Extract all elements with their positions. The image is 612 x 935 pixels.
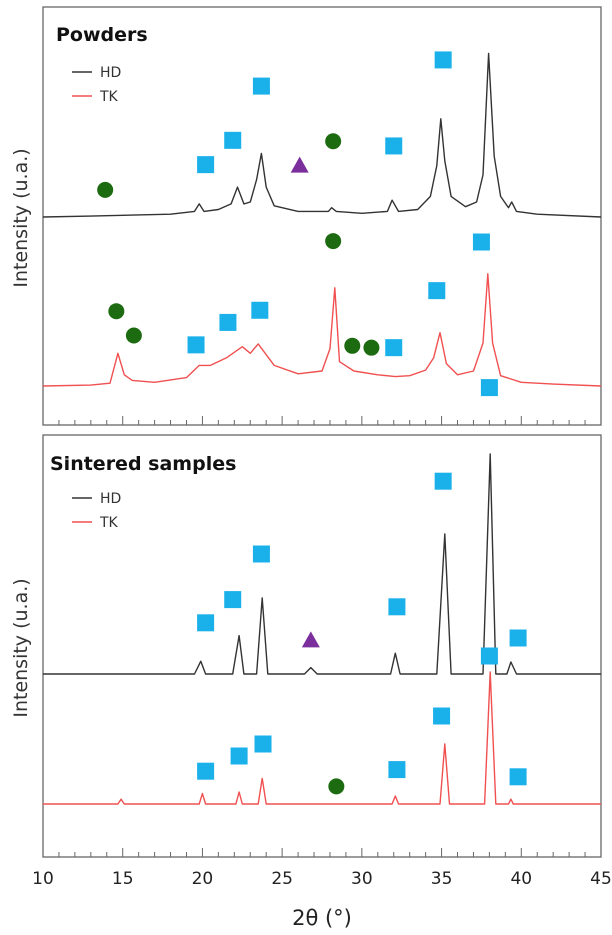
sintered-square-marker	[254, 735, 272, 753]
sintered-trace-hd	[43, 453, 601, 675]
powders-circle-marker	[97, 181, 114, 198]
powders-square-marker	[187, 336, 205, 354]
powders-square-marker	[385, 339, 403, 357]
sintered-traces	[43, 453, 601, 805]
powders-square-marker	[197, 156, 215, 174]
powders-y-axis-label: Intensity (u.a.)	[10, 148, 32, 287]
powders-traces	[42, 52, 602, 387]
x-tick-label: 25	[271, 869, 293, 889]
sintered-square-marker	[388, 761, 406, 779]
sintered-square-marker	[480, 647, 498, 665]
powders-legend-hd-label: HD	[100, 65, 121, 81]
powders-square-marker	[428, 282, 446, 300]
x-tick-label: 30	[351, 869, 373, 889]
x-tick-label: 40	[510, 869, 532, 889]
sintered-trace-tk	[43, 671, 601, 805]
sintered-square-marker	[434, 472, 452, 490]
sintered-square-marker	[509, 629, 527, 647]
powders-legend: HD TK	[72, 65, 121, 105]
powders-trace-tk	[42, 273, 602, 387]
powders-circle-marker	[325, 133, 342, 150]
sintered-x-ticks	[42, 848, 602, 857]
powders-square-marker	[385, 137, 403, 155]
powders-panel-title: Powders	[56, 24, 148, 46]
sintered-square-marker	[252, 545, 270, 563]
powders-square-marker	[251, 301, 269, 319]
sintered-legend-hd-label: HD	[100, 491, 121, 507]
powders-x-ticks	[42, 416, 602, 425]
sintered-square-marker	[197, 614, 215, 632]
x-axis-label: 2θ (°)	[292, 906, 352, 930]
x-tick-label: 20	[192, 869, 214, 889]
sintered-legend: HD TK	[72, 491, 121, 531]
sintered-square-marker	[509, 768, 527, 786]
powders-square-marker	[224, 131, 242, 149]
sintered-plot-frame	[42, 434, 602, 858]
sintered-square-marker	[388, 598, 406, 616]
powders-triangle-marker	[290, 156, 309, 173]
powders-trace-hd	[42, 52, 602, 218]
x-tick-label: 15	[112, 869, 134, 889]
sintered-y-axis-label: Intensity (u.a.)	[10, 578, 32, 717]
x-axis-tick-labels: 10 15 20 25 30 35 40 45	[32, 869, 612, 889]
powders-legend-tk-label: TK	[99, 89, 119, 105]
powders-square-marker	[434, 51, 452, 69]
powders-circle-marker	[125, 327, 142, 344]
powders-circle-marker	[344, 337, 361, 354]
powders-phase-markers	[97, 51, 490, 357]
powders-circle-marker	[363, 339, 380, 356]
sintered-triangle-marker	[301, 631, 320, 648]
powders-circle-marker	[108, 303, 125, 320]
sintered-legend-tk-label: TK	[99, 515, 119, 531]
powders-plot-frame	[42, 6, 602, 426]
powders-square-marker	[219, 313, 237, 331]
x-tick-label: 45	[590, 869, 612, 889]
sintered-panel: Sintered samples HD TK Intensity (u.a.)	[10, 379, 602, 858]
sintered-square-marker	[480, 379, 498, 397]
powders-square-marker	[252, 77, 270, 95]
powders-circle-marker	[325, 233, 342, 250]
sintered-circle-marker	[328, 778, 345, 795]
powders-square-marker	[472, 233, 490, 251]
sintered-panel-title: Sintered samples	[50, 453, 236, 475]
x-tick-label: 10	[32, 869, 54, 889]
sintered-square-marker	[433, 707, 451, 725]
sintered-phase-markers	[197, 379, 527, 795]
sintered-square-marker	[230, 747, 248, 765]
powders-panel: Powders HD TK Intensity (u.a.)	[10, 6, 602, 426]
sintered-square-marker	[224, 591, 242, 609]
sintered-square-marker	[197, 762, 215, 780]
x-tick-label: 35	[431, 869, 453, 889]
